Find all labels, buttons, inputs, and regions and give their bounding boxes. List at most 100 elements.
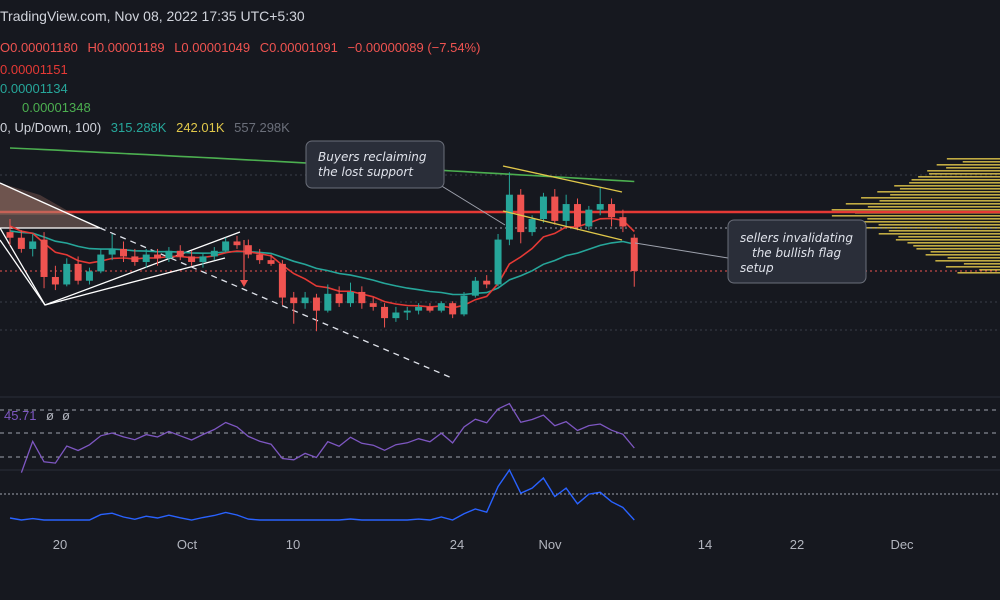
x-tick-label: 10	[286, 537, 300, 552]
volume-profile-bar	[925, 254, 1000, 256]
candle	[222, 241, 230, 251]
callout-sellers-line1: sellers invalidating	[740, 231, 853, 245]
x-tick-label: 22	[790, 537, 804, 552]
volume-profile-bar	[946, 158, 1000, 160]
volume-profile-bar	[867, 218, 1000, 220]
volume-profile-bar	[877, 191, 1000, 193]
volume-profile-bar	[861, 197, 1000, 199]
volume-profile-bar	[962, 161, 1000, 163]
volume-profile-bar	[927, 170, 1000, 172]
candle	[154, 254, 162, 259]
candle	[574, 204, 581, 227]
rsi-extra-2: ø	[62, 408, 70, 423]
volume-profile-bar	[979, 269, 1000, 271]
candle	[460, 295, 468, 315]
volume-profile-bar	[935, 260, 1000, 262]
candle	[290, 297, 298, 304]
volume-profile-bar	[894, 185, 1000, 187]
volume-profile-bar	[913, 245, 1000, 247]
volume-profile-bar	[899, 188, 1000, 190]
volume-settings: 0, Up/Down, 100)	[0, 120, 102, 135]
candle	[517, 194, 525, 233]
callout-sellers: sellers invalidating the bullish flag se…	[634, 219, 867, 284]
candle	[51, 276, 59, 285]
candle	[188, 256, 196, 263]
time-axis[interactable]: 20 Oct 10 24 Nov 14 22 Dec	[53, 537, 914, 552]
volume-legend: 0, Up/Down, 100) 315.288K 242.01K 557.29…	[0, 120, 296, 135]
candle	[358, 291, 366, 304]
volume-profile-bar	[911, 179, 1000, 181]
volume-profile-bar	[947, 257, 1000, 259]
volume-profile-bar	[879, 200, 1000, 202]
candle	[40, 239, 48, 277]
candle	[85, 271, 93, 281]
candle	[449, 303, 457, 315]
ema-red-legend: 0.00001151	[0, 62, 68, 77]
volume-profile-bar	[890, 194, 1000, 196]
candle	[437, 303, 445, 311]
candle	[403, 310, 411, 313]
callout-sellers-line3: setup	[740, 261, 774, 275]
volume-profile-bar	[963, 263, 1000, 265]
volume-profile-bar	[928, 173, 1000, 175]
candle	[347, 291, 354, 304]
volume-down: 242.01K	[176, 120, 225, 135]
volume-profile-bar	[918, 176, 1000, 178]
candle	[608, 204, 616, 218]
candle	[369, 303, 377, 307]
x-tick-label: Nov	[538, 537, 562, 552]
candle	[176, 250, 184, 257]
volume-up: 315.288K	[110, 120, 167, 135]
candle	[244, 245, 252, 255]
rsi-panel: 45.71 ø ø	[0, 402, 1000, 473]
flag-pattern	[502, 165, 623, 241]
candle	[335, 293, 343, 304]
candle	[630, 237, 638, 271]
candle	[142, 254, 150, 263]
ema-green-legend: 0.00001348	[22, 100, 91, 115]
red-arrow-head	[240, 280, 248, 287]
candle	[596, 204, 604, 210]
candle	[74, 263, 82, 281]
candle	[17, 237, 25, 249]
volume-total: 557.298K	[234, 120, 290, 135]
candle	[199, 256, 207, 263]
volume-profile-bar	[845, 203, 1000, 205]
ohlc-legend: O0.00001180 H0.00001189 L0.00001049 C0.0…	[0, 40, 486, 55]
grid-lines	[0, 174, 1000, 331]
candle	[301, 297, 309, 304]
x-tick-label: 14	[698, 537, 712, 552]
volume-profile-bar	[907, 242, 1000, 244]
volume-profile-bar	[916, 248, 1000, 250]
candle	[165, 250, 173, 259]
volume-profile-bar	[878, 233, 1000, 235]
candle	[483, 280, 491, 285]
callout-buyers-line1: Buyers reclaiming	[318, 150, 427, 164]
volume-profile-bar	[957, 272, 1000, 274]
candle	[562, 204, 570, 221]
volume-profile-bar	[909, 182, 1000, 184]
x-tick-label: Dec	[890, 537, 914, 552]
candle	[210, 250, 218, 257]
source-title: TradingView.com, Nov 08, 2022 17:35 UTC+…	[0, 8, 305, 24]
chart-header: TradingView.com, Nov 08, 2022 17:35 UTC+…	[0, 0, 1000, 34]
candle	[29, 241, 37, 249]
candle	[619, 217, 627, 227]
candles	[6, 172, 638, 332]
volume-profile-bar	[888, 230, 1000, 232]
trendline-dashed	[99, 227, 453, 379]
ohlc-high: H0.00001189	[87, 40, 165, 55]
volume-profile-bar	[831, 215, 1000, 217]
candle	[539, 196, 547, 220]
ema-teal-legend: 0.00001134	[0, 81, 68, 96]
volume-profile-bar	[945, 266, 1000, 268]
volume-profile-bar	[930, 251, 1000, 253]
ohlc-low: L0.00001049	[174, 40, 251, 55]
callout-sellers-line2: the bullish flag	[752, 246, 842, 260]
candle	[120, 248, 127, 257]
candle	[585, 209, 593, 227]
rsi-extra-1: ø	[46, 408, 54, 423]
volume-profile-bar	[846, 221, 1000, 223]
